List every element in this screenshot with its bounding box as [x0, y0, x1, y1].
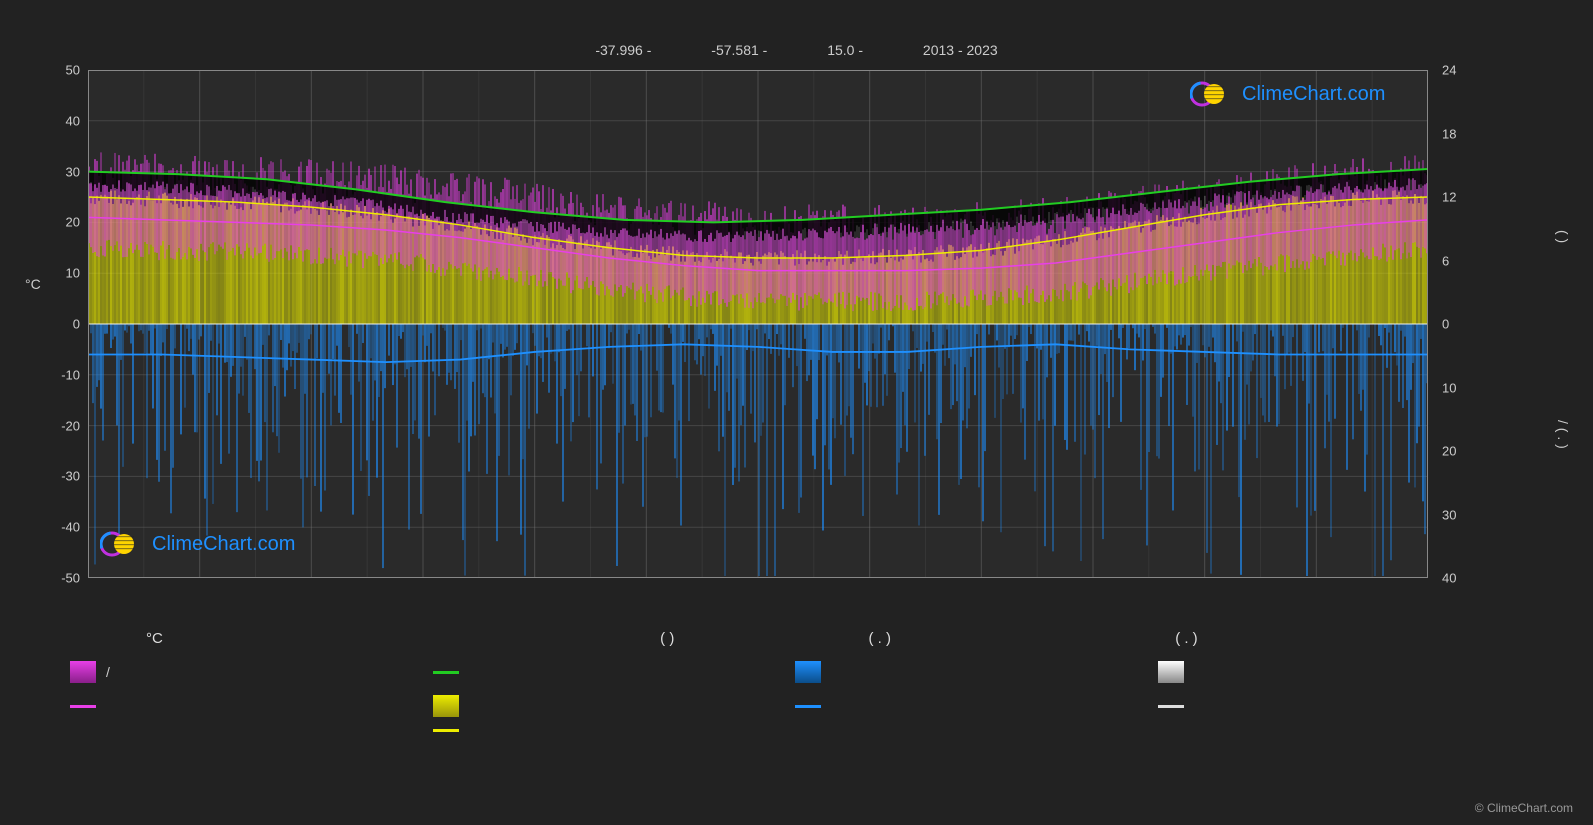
x-axis-ticks — [88, 590, 1428, 610]
y-right-tick: 0 — [1442, 317, 1449, 332]
y-right-tick: 12 — [1442, 190, 1456, 205]
legend-item — [795, 661, 1158, 683]
legend-swatch — [433, 695, 459, 717]
y-axis-left-label: °C — [25, 276, 41, 292]
y-left-tick: -10 — [61, 367, 80, 382]
legend-item — [795, 695, 1158, 717]
y-left-tick: -20 — [61, 418, 80, 433]
y-axis-right-label-bottom: / ( . ) — [1555, 420, 1571, 449]
legend-swatch — [1158, 705, 1184, 708]
chart-svg — [88, 70, 1428, 578]
legend-item — [795, 729, 1158, 732]
legend-label: / — [106, 664, 110, 680]
legend-item — [1158, 661, 1521, 683]
legend-col1-header: °C — [146, 630, 226, 647]
legend-item — [433, 695, 796, 717]
y-axis-right-ticks: 0612182410203040 — [1438, 70, 1478, 578]
y-axis-left-ticks: -50-40-30-20-1001020304050 — [48, 70, 84, 578]
y-left-tick: 0 — [73, 317, 80, 332]
climechart-logo-icon — [1190, 80, 1234, 108]
y-right-tick: 24 — [1442, 63, 1456, 78]
y-left-tick: 10 — [66, 266, 80, 281]
watermark-top-right: ClimeChart.com — [1190, 80, 1385, 108]
elev-value: 15.0 - — [827, 42, 863, 58]
y-left-tick: 40 — [66, 113, 80, 128]
legend-item — [1158, 729, 1521, 732]
legend: °C ( ) ( . ) ( . ) / — [70, 630, 1520, 744]
climechart-logo-icon — [100, 530, 144, 558]
watermark-bottom-left: ClimeChart.com — [100, 530, 295, 558]
y-left-tick: 20 — [66, 215, 80, 230]
y-right-tick: 6 — [1442, 253, 1449, 268]
legend-swatch — [795, 705, 821, 708]
legend-swatch — [70, 661, 96, 683]
y-right-tick: 30 — [1442, 507, 1456, 522]
legend-swatch — [70, 705, 96, 708]
chart-plot-area — [88, 70, 1428, 578]
y-axis-right-label-top: ( ) — [1555, 230, 1571, 243]
legend-header: °C ( ) ( . ) ( . ) — [70, 630, 1520, 647]
watermark-text: ClimeChart.com — [1242, 83, 1385, 106]
year-range: 2013 - 2023 — [923, 42, 998, 58]
legend-col3-header: ( . ) — [869, 630, 892, 647]
legend-item — [1158, 695, 1521, 717]
y-left-tick: -50 — [61, 571, 80, 586]
header-info: -37.996 - -57.581 - 15.0 - 2013 - 2023 — [0, 42, 1593, 58]
lat-value: -37.996 - — [595, 42, 651, 58]
y-right-tick: 10 — [1442, 380, 1456, 395]
legend-swatch — [795, 661, 821, 683]
legend-item — [433, 729, 796, 732]
legend-item — [433, 661, 796, 683]
legend-swatch — [433, 671, 459, 674]
y-left-tick: 30 — [66, 164, 80, 179]
legend-item — [70, 695, 433, 717]
legend-swatch — [1158, 661, 1184, 683]
watermark-text: ClimeChart.com — [152, 533, 295, 556]
legend-item: / — [70, 661, 433, 683]
legend-item — [70, 729, 433, 732]
y-right-tick: 40 — [1442, 571, 1456, 586]
y-left-tick: -30 — [61, 469, 80, 484]
lon-value: -57.581 - — [711, 42, 767, 58]
legend-col4-header: ( . ) — [1175, 630, 1198, 647]
y-left-tick: 50 — [66, 63, 80, 78]
y-right-tick: 18 — [1442, 126, 1456, 141]
y-left-tick: -40 — [61, 520, 80, 535]
legend-swatch — [433, 729, 459, 732]
y-right-tick: 20 — [1442, 444, 1456, 459]
legend-col2-header: ( ) — [660, 630, 674, 647]
footer-copyright: © ClimeChart.com — [1475, 801, 1573, 815]
